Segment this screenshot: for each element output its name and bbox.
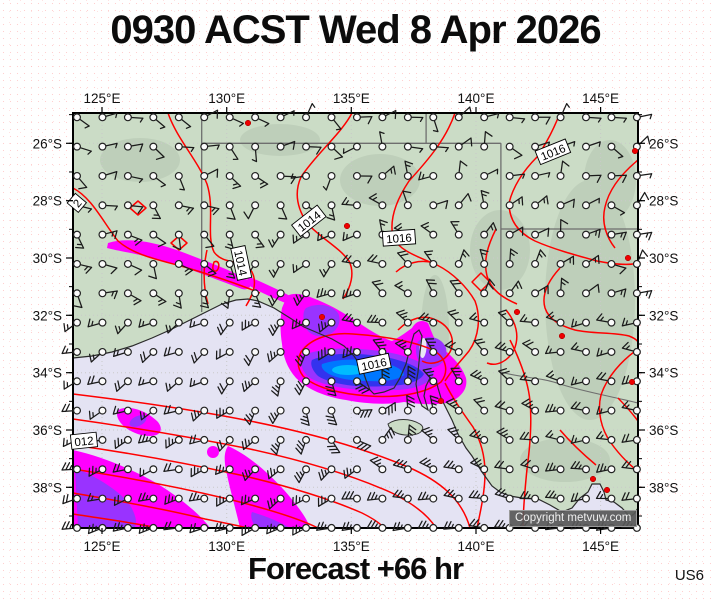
svg-text:34°S: 34°S: [33, 366, 62, 381]
svg-text:135°E: 135°E: [333, 539, 370, 554]
terrain-shading: [100, 124, 636, 482]
model-run-label: US6: [674, 567, 704, 584]
rain-extreme-core: [332, 365, 364, 375]
svg-text:32°S: 32°S: [33, 308, 62, 323]
chart-title: 0930 ACST Wed 8 Apr 2026: [110, 8, 601, 52]
svg-text:36°S: 36°S: [33, 423, 62, 438]
forecast-hour-label: Forecast +66 hr: [247, 551, 464, 586]
svg-text:28°S: 28°S: [649, 194, 678, 209]
city-dots: [244, 119, 639, 494]
svg-text:125°E: 125°E: [84, 539, 121, 554]
svg-text:140°E: 140°E: [458, 539, 495, 554]
svg-text:135°E: 135°E: [333, 91, 370, 106]
svg-text:145°E: 145°E: [582, 539, 619, 554]
svg-text:130°E: 130°E: [208, 539, 245, 554]
svg-text:32°S: 32°S: [649, 308, 678, 323]
svg-text:125°E: 125°E: [84, 91, 121, 106]
svg-text:36°S: 36°S: [649, 423, 678, 438]
svg-text:1014: 1014: [231, 250, 248, 278]
coastline: [72, 298, 639, 518]
svg-text:30°S: 30°S: [649, 251, 678, 266]
svg-text:38°S: 38°S: [33, 480, 62, 495]
svg-text:26°S: 26°S: [649, 136, 678, 151]
copyright-watermark: Copyright metvuw.com: [509, 510, 638, 527]
svg-text:140°E: 140°E: [458, 91, 495, 106]
svg-text:34°S: 34°S: [649, 366, 678, 381]
svg-text:130°E: 130°E: [208, 91, 245, 106]
svg-text:1016: 1016: [386, 232, 412, 246]
svg-text:26°S: 26°S: [33, 136, 62, 151]
wind-barbs: [61, 102, 653, 537]
svg-text:145°E: 145°E: [582, 91, 619, 106]
svg-text:28°S: 28°S: [33, 194, 62, 209]
axis-labels: 125°E 125°E 130°E 130°E 135°E 135°E 140°E 140°E…: [33, 91, 679, 554]
svg-text:38°S: 38°S: [649, 480, 678, 495]
svg-text:30°S: 30°S: [33, 251, 62, 266]
svg-text:012: 012: [74, 435, 94, 449]
svg-text:1016: 1016: [361, 357, 389, 374]
